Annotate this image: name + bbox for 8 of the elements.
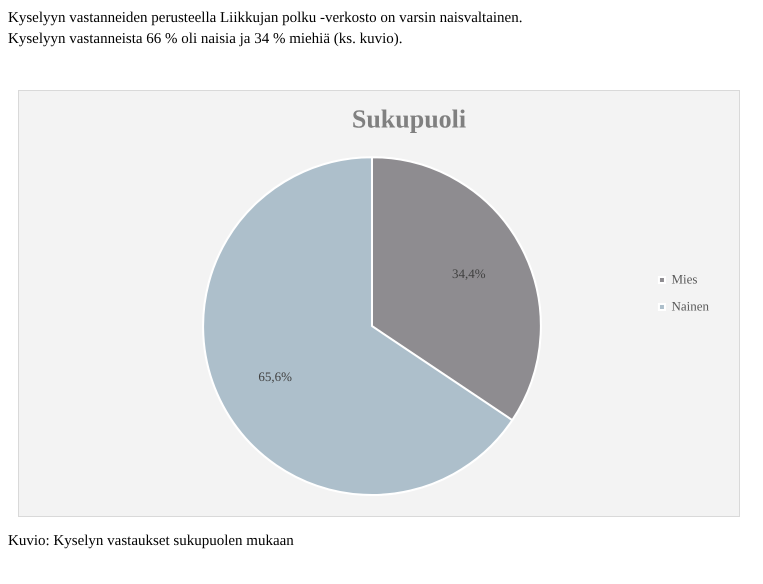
data-label: 65,6% [258,369,292,384]
text: Kyselyyn vastanneista 66 % oli naisia ja 34 % miehiä (ks. kuvio). [8,30,404,49]
chart-title: Sukupuoli [352,104,466,134]
text: Kuvio: Kyselyn vastaukset sukupuolen mukaan [8,532,295,551]
legend-label: Mies [671,271,698,286]
data-label: 34,4% [452,266,486,281]
legend-label: Nainen [671,298,710,314]
text: Kyselyyn vastanneiden perusteella Liikkujan polku -verkosto on varsin naisvaltainen. [8,9,524,28]
